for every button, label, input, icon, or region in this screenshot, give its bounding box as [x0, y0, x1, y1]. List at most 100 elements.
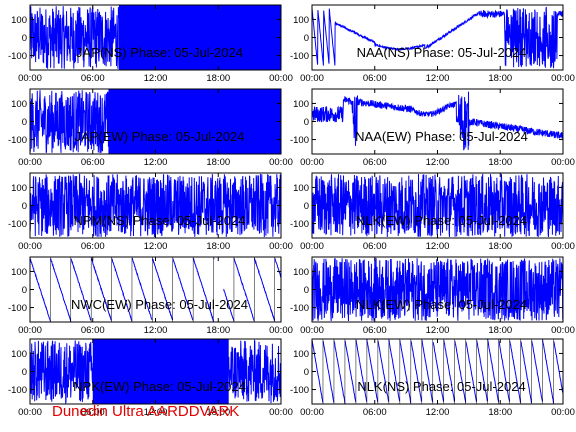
y-tick-label: 100 — [11, 15, 27, 26]
phase-panel-2: 100 0 -100 00:00 06:00 12:00 18:00 00:00 NAA(NS)… — [290, 4, 575, 84]
phase-panel-8: 100 0 -100 00:00 06:00 12:00 18:00 00:00 NLK(EW)… — [290, 256, 575, 336]
phase-panel-9: 100 0 -100 00:00 06:00 12:00 18:00 00:00 NPK(EW)… — [8, 338, 293, 418]
x-tick-label: 12:00 — [426, 73, 450, 84]
phase-trace-line — [30, 339, 281, 404]
panel-title: NPM(NS) Phase: 05-Jul-2024 — [74, 213, 246, 228]
y-tick-label: 0 — [304, 33, 309, 44]
x-tick-label: 00:00 — [300, 157, 324, 168]
x-tick-label: 00:00 — [269, 407, 293, 418]
panel-frame — [311, 338, 564, 405]
y-tick-label: 0 — [22, 367, 27, 378]
x-tick-label: 00:00 — [269, 325, 293, 336]
x-tick-label: 06:00 — [363, 407, 387, 418]
x-tick-label: 06:00 — [363, 73, 387, 84]
phase-panel-1: 100 0 -100 00:00 06:00 12:00 18:00 00:00 JAP(NS)… — [8, 4, 293, 84]
panel-title: NLK(EW) Phase: 05-Jul-2024 — [356, 213, 527, 228]
footer-credit: Dunedin Ultra AARDDVARK — [52, 403, 240, 420]
x-tick-label: 12:00 — [426, 407, 450, 418]
phase-trace-line — [312, 257, 563, 322]
x-tick-label: 18:00 — [206, 407, 230, 418]
phase-panel-5: 100 0 -100 00:00 06:00 12:00 18:00 00:00 NPM(NS)… — [8, 172, 293, 252]
x-tick-label: 18:00 — [488, 325, 512, 336]
x-tick-label: 06:00 — [81, 241, 105, 252]
x-tick-label: 18:00 — [206, 241, 230, 252]
phase-panel-10: 100 0 -100 00:00 06:00 12:00 18:00 00:00 NLK(NS)… — [290, 338, 575, 418]
panel-title: NAA(NS) Phase: 05-Jul-2024 — [357, 45, 527, 60]
x-tick-label: 18:00 — [206, 157, 230, 168]
x-tick-label: 00:00 — [18, 157, 42, 168]
x-tick-label: 06:00 — [81, 407, 105, 418]
y-tick-label: 100 — [11, 183, 27, 194]
x-tick-label: 00:00 — [300, 73, 324, 84]
x-tick-label: 00:00 — [18, 241, 42, 252]
x-tick-label: 12:00 — [144, 157, 168, 168]
x-tick-label: 00:00 — [269, 241, 293, 252]
y-tick-label: 0 — [22, 117, 27, 128]
x-tick-label: 00:00 — [269, 73, 293, 84]
x-tick-label: 06:00 — [363, 325, 387, 336]
x-tick-label: 00:00 — [551, 407, 575, 418]
y-tick-label: 0 — [304, 367, 309, 378]
x-tick-label: 06:00 — [363, 241, 387, 252]
x-tick-label: 06:00 — [81, 325, 105, 336]
panel-title: NLK(NS) Phase: 05-Jul-2024 — [357, 379, 525, 394]
x-tick-label: 18:00 — [206, 325, 230, 336]
y-tick-label: 0 — [22, 285, 27, 296]
x-tick-label: 12:00 — [144, 241, 168, 252]
x-tick-label: 12:00 — [144, 73, 168, 84]
saturated-trace-region — [92, 339, 229, 404]
x-tick-label: 00:00 — [300, 407, 324, 418]
x-tick-label: 06:00 — [81, 73, 105, 84]
y-tick-label: -100 — [8, 303, 27, 314]
panel-title: NPK(EW) Phase: 05-Jul-2024 — [73, 379, 246, 394]
x-tick-label: 18:00 — [488, 241, 512, 252]
phase-panel-3: 100 0 -100 00:00 06:00 12:00 18:00 00:00 JAP(EW)… — [8, 88, 293, 168]
y-tick-label: -100 — [290, 135, 309, 146]
x-tick-label: 00:00 — [269, 157, 293, 168]
y-tick-label: 0 — [304, 201, 309, 212]
y-tick-label: -100 — [290, 219, 309, 230]
x-tick-label: 06:00 — [363, 157, 387, 168]
y-tick-label: -100 — [8, 51, 27, 62]
y-tick-label: 100 — [293, 267, 309, 278]
y-tick-label: 0 — [304, 117, 309, 128]
x-tick-label: 12:00 — [144, 407, 168, 418]
phase-panel-7: 100 0 -100 00:00 06:00 12:00 18:00 00:00 NWC(EW)… — [8, 256, 293, 336]
x-tick-label: 00:00 — [551, 241, 575, 252]
x-tick-label: 12:00 — [144, 325, 168, 336]
phase-trace-line — [312, 6, 563, 69]
y-tick-label: 0 — [22, 33, 27, 44]
phase-trace-line — [312, 91, 563, 151]
y-tick-label: -100 — [290, 51, 309, 62]
x-tick-label: 00:00 — [551, 157, 575, 168]
panel-title: NLK(EW) Phase: 05-Jul-2024 — [356, 297, 527, 312]
phase-trace-line — [312, 339, 563, 404]
phase-trace-line — [30, 257, 281, 322]
y-tick-label: -100 — [290, 385, 309, 396]
x-tick-label: 00:00 — [18, 325, 42, 336]
y-tick-label: 100 — [11, 267, 27, 278]
phase-trace-line — [312, 173, 563, 238]
x-tick-label: 12:00 — [426, 157, 450, 168]
x-tick-label: 00:00 — [551, 325, 575, 336]
y-tick-label: 100 — [293, 183, 309, 194]
y-tick-label: -100 — [290, 303, 309, 314]
y-tick-label: 0 — [304, 285, 309, 296]
y-tick-label: -100 — [8, 385, 27, 396]
y-tick-label: -100 — [8, 135, 27, 146]
phase-panel-4: 100 0 -100 00:00 06:00 12:00 18:00 00:00 NAA(EW)… — [290, 88, 575, 168]
phase-panel-6: 100 0 -100 00:00 06:00 12:00 18:00 00:00 NLK(EW)… — [290, 172, 575, 252]
x-tick-label: 00:00 — [18, 407, 42, 418]
x-tick-label: 18:00 — [488, 157, 512, 168]
y-tick-label: 100 — [293, 349, 309, 360]
x-tick-label: 00:00 — [300, 325, 324, 336]
x-tick-label: 00:00 — [18, 73, 42, 84]
x-tick-label: 12:00 — [426, 241, 450, 252]
panel-title: JAP(EW) Phase: 05-Jul-2024 — [75, 129, 245, 144]
y-tick-label: 0 — [22, 201, 27, 212]
y-tick-label: 100 — [293, 99, 309, 110]
y-tick-label: 100 — [11, 349, 27, 360]
x-tick-label: 18:00 — [488, 73, 512, 84]
